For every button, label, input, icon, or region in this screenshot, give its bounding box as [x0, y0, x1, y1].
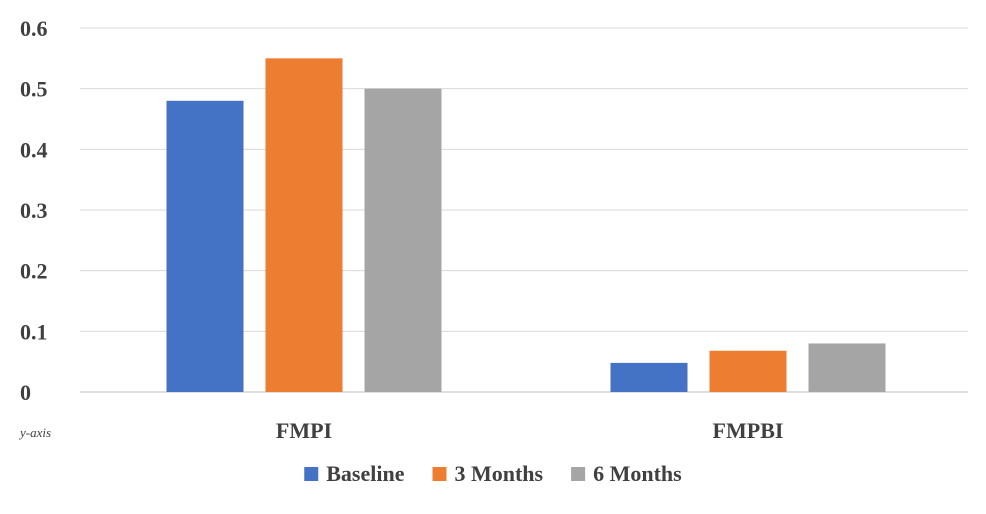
legend-label: 6 Months — [593, 461, 682, 486]
bar-fmpbi-baseline — [610, 362, 688, 392]
bar-fmpbi-6-months — [808, 343, 886, 392]
category-labels: FMPI FMPBI — [276, 418, 784, 443]
y-tick-label: 0.4 — [20, 137, 48, 162]
y-tick-label: 0.6 — [20, 16, 48, 41]
y-tick-label: 0.3 — [20, 198, 48, 223]
bar-fmpi-baseline — [166, 100, 244, 393]
y-tick-label: 0.2 — [20, 259, 48, 284]
y-axis-note: y-axis — [18, 425, 51, 440]
legend: Baseline 3 Months 6 Months — [304, 461, 682, 486]
y-tick-labels: 0 0.1 0.2 0.3 0.4 0.5 0.6 — [20, 16, 48, 405]
y-tick-label: 0.5 — [20, 77, 48, 102]
legend-label: Baseline — [326, 461, 404, 486]
legend-label: 3 Months — [454, 461, 543, 486]
category-label: FMPBI — [713, 418, 784, 443]
legend-swatch — [571, 467, 586, 481]
legend-swatch — [432, 467, 447, 481]
legend-swatch — [304, 467, 319, 481]
category-label: FMPI — [276, 418, 332, 443]
bars — [166, 58, 886, 393]
y-tick-label: 0 — [20, 380, 31, 405]
bar-fmpi-6-months — [364, 88, 442, 393]
bar-fmpi-3-months — [265, 58, 343, 392]
y-tick-label: 0.1 — [20, 319, 48, 344]
bar-fmpbi-3-months — [709, 350, 787, 392]
